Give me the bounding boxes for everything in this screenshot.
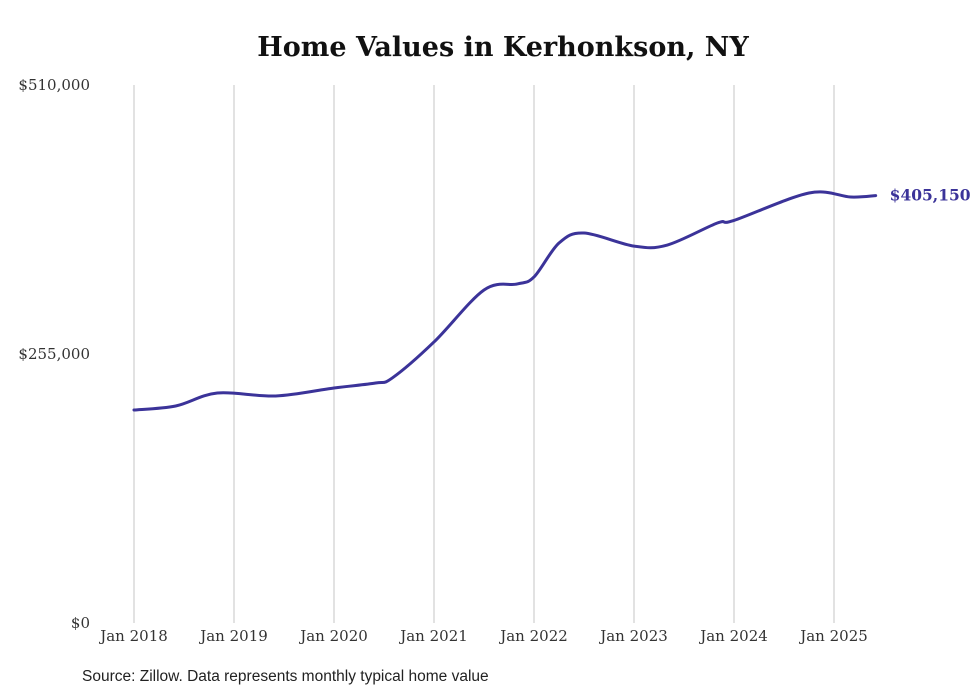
source-note: Source: Zillow. Data represents monthly …	[82, 668, 489, 685]
series-line	[132, 190, 878, 412]
end-value-label: $405,150	[890, 186, 971, 205]
x-tick-label: Jan 2023	[598, 627, 668, 645]
x-tick-label: Jan 2022	[498, 627, 568, 645]
y-tick-label: $0	[71, 614, 90, 632]
x-tick-label: Jan 2018	[98, 627, 168, 645]
x-tick-label: Jan 2021	[398, 627, 468, 645]
x-tick-label: Jan 2024	[698, 627, 768, 645]
chart-title: Home Values in Kerhonkson, NY	[257, 32, 749, 63]
x-tick-label: Jan 2025	[798, 627, 868, 645]
y-tick-label: $510,000	[18, 76, 90, 94]
x-tick-label: Jan 2019	[198, 627, 268, 645]
y-tick-label: $255,000	[18, 345, 90, 363]
x-tick-label: Jan 2020	[298, 627, 368, 645]
